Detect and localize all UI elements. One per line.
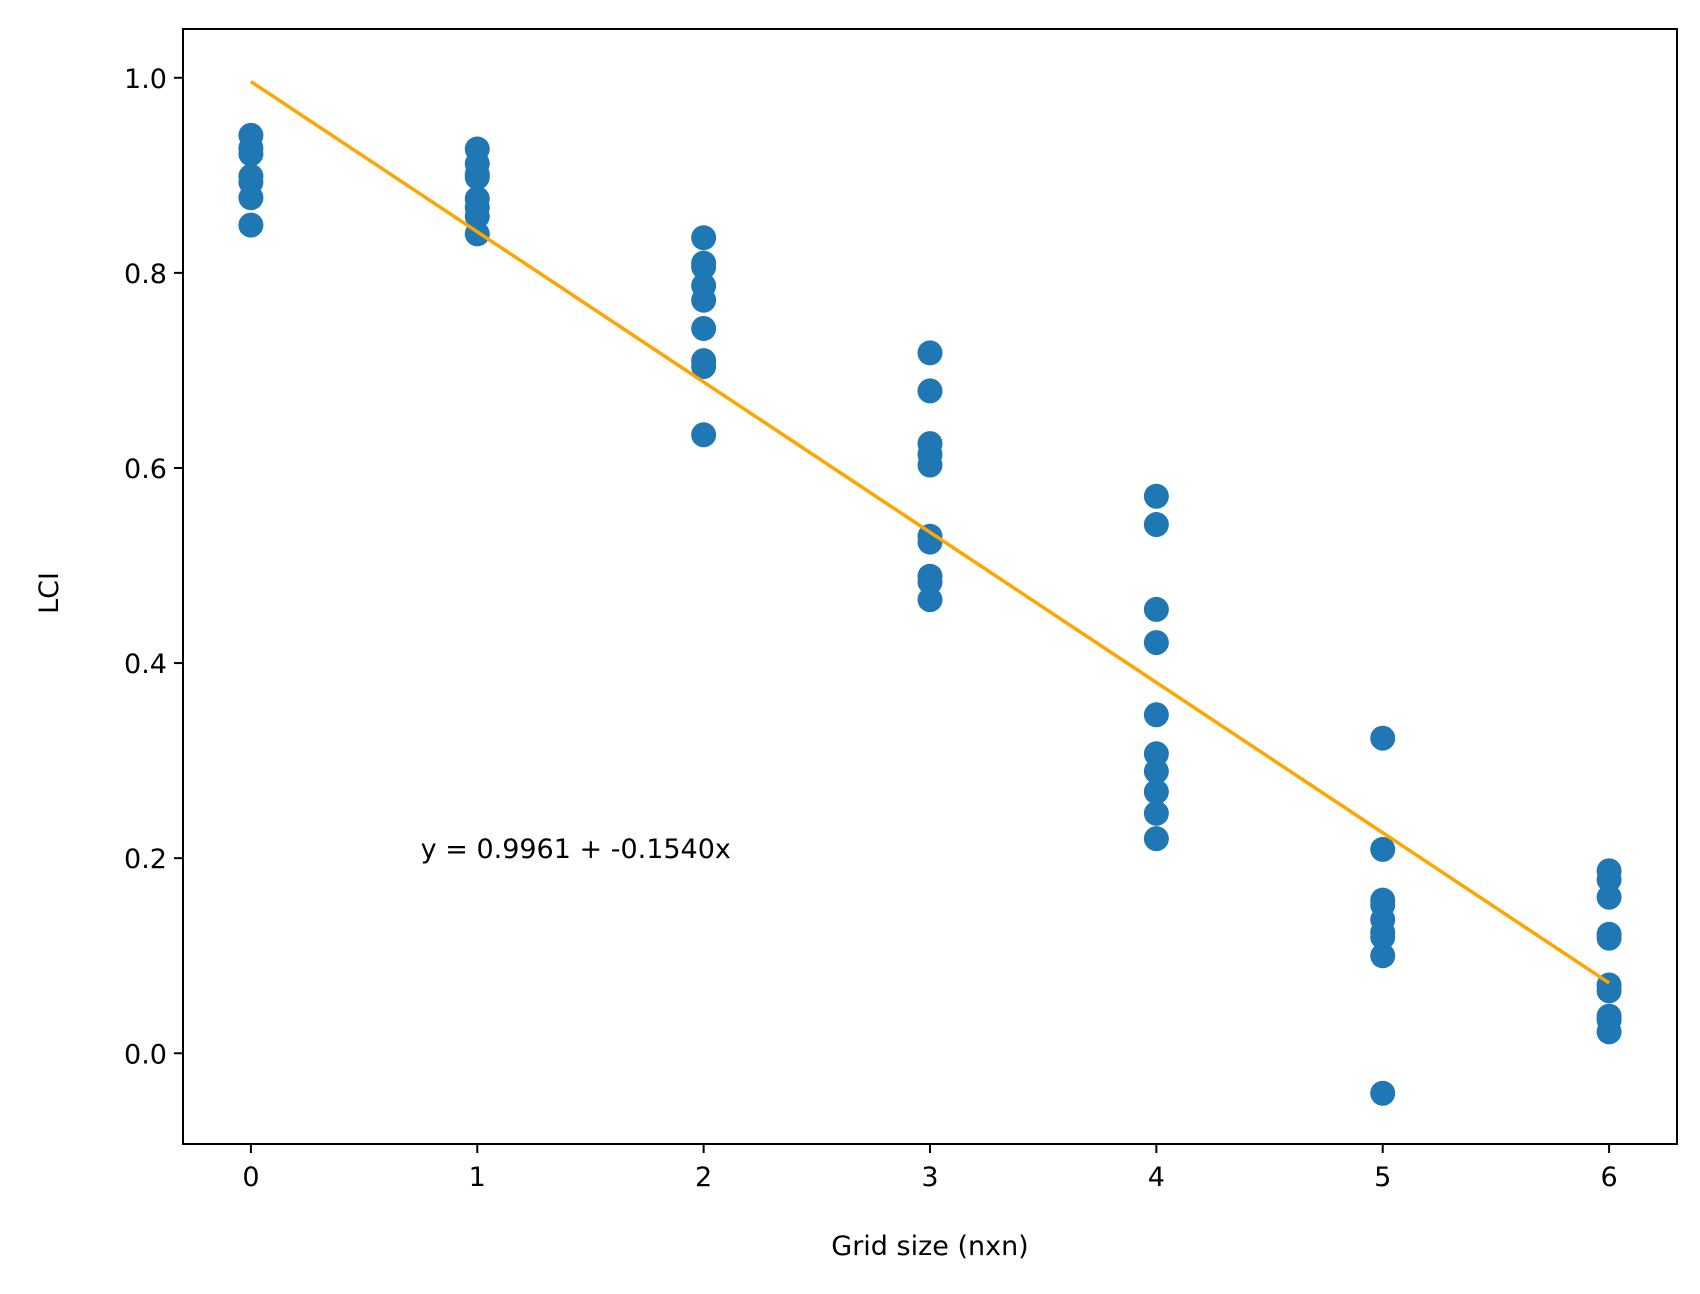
x-tick-label-4: 4 <box>1148 1162 1165 1193</box>
data-point-25 <box>917 378 943 404</box>
annotation-layer: y = 0.9961 + -0.1540x <box>421 834 731 865</box>
y-tick-label-3: 0.6 <box>124 454 167 485</box>
data-point-57 <box>1596 925 1622 951</box>
data-point-55 <box>1596 884 1622 910</box>
x-tick-label-1: 1 <box>469 1162 486 1193</box>
data-point-38 <box>1143 702 1169 728</box>
equation-annotation: y = 0.9961 + -0.1540x <box>421 834 731 865</box>
data-point-32 <box>917 569 943 595</box>
data-point-10 <box>464 164 490 190</box>
data-point-42 <box>1143 800 1169 826</box>
data-point-22 <box>691 354 717 380</box>
axes: 0 1 2 3 4 5 6 0.0 0.2 0.4 0.6 0.8 1.0 <box>124 28 1678 1193</box>
x-axis-label: Grid size (nxn) <box>831 1231 1028 1262</box>
data-point-36 <box>1143 596 1169 622</box>
data-point-41 <box>1143 779 1169 805</box>
data-point-37 <box>1143 630 1169 656</box>
data-point-62 <box>1596 1019 1622 1045</box>
data-point-19 <box>691 287 717 313</box>
scatter-points <box>238 122 1622 1106</box>
y-tick-label-1: 0.2 <box>124 844 167 875</box>
y-tick-label-4: 0.8 <box>124 259 167 290</box>
x-tick-label-6: 6 <box>1600 1162 1617 1193</box>
data-point-2 <box>238 141 264 167</box>
data-point-50 <box>1370 924 1396 950</box>
data-point-45 <box>1370 836 1396 862</box>
data-point-34 <box>1143 483 1169 509</box>
data-point-40 <box>1143 758 1169 784</box>
data-point-13 <box>464 203 490 229</box>
data-point-52 <box>1370 1080 1396 1106</box>
y-axis-label: LCI <box>34 572 65 614</box>
data-point-43 <box>1143 826 1169 852</box>
data-point-54 <box>1596 867 1622 893</box>
data-point-39 <box>1143 741 1169 767</box>
x-tick-label-2: 2 <box>695 1162 712 1193</box>
data-point-59 <box>1596 978 1622 1004</box>
data-point-51 <box>1370 943 1396 969</box>
regression-line <box>249 80 1611 985</box>
data-point-20 <box>691 315 717 341</box>
x-tick-label-0: 0 <box>242 1162 259 1193</box>
data-point-6 <box>238 212 264 238</box>
data-point-23 <box>691 422 717 448</box>
data-point-28 <box>917 452 943 478</box>
regression-line-layer <box>249 80 1611 985</box>
data-point-44 <box>1370 725 1396 751</box>
data-point-5 <box>238 185 264 211</box>
data-point-35 <box>1143 512 1169 538</box>
data-point-24 <box>917 340 943 366</box>
data-point-17 <box>691 254 717 280</box>
data-point-33 <box>917 587 943 613</box>
data-point-15 <box>691 225 717 251</box>
x-tick-label-3: 3 <box>921 1162 938 1193</box>
x-tick-label-5: 5 <box>1374 1162 1391 1193</box>
y-tick-label-0: 0.0 <box>124 1039 167 1070</box>
y-tick-label-2: 0.4 <box>124 649 167 680</box>
y-tick-label-5: 1.0 <box>124 64 167 95</box>
